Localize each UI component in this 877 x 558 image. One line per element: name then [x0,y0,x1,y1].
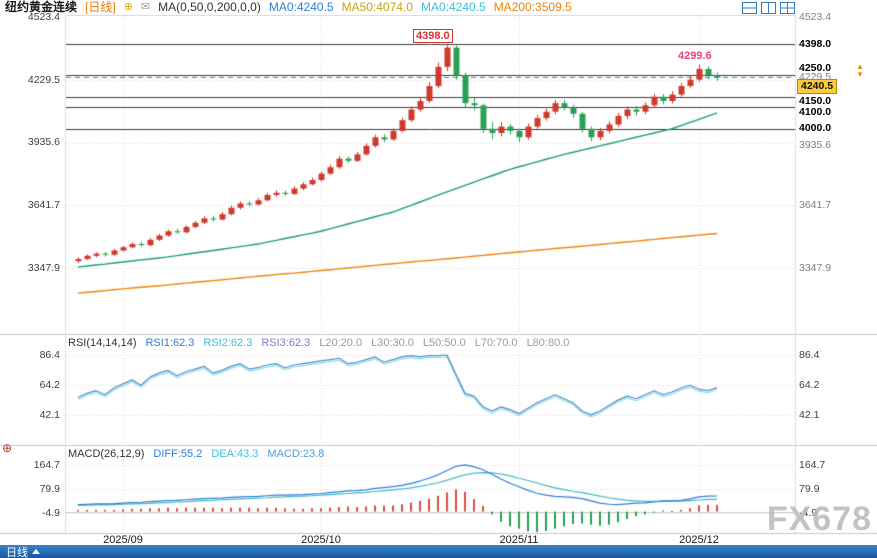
date-tick: 2025/10 [301,534,341,546]
single-pane-icon[interactable] [742,2,757,14]
price-axis-left-label: 3347.9 [27,262,60,274]
macd-axis-right-label: -4.9 [799,507,818,519]
scroll-up-icon[interactable]: ▲ [856,62,864,71]
macd-axis-left-label: 164.7 [33,459,60,471]
peak-price-annotation: 4398.0 [413,29,453,43]
macd-axis-right-label: 79.9 [799,483,820,495]
date-tick: 2025/11 [499,534,539,546]
ma200-value: MA200:3509.5 [493,0,572,14]
ma0b-value: MA0:4240.5 [420,0,486,14]
rsi-guide-label: L80:80.0 [526,337,570,349]
macd-axis-left-label: -4.9 [41,507,60,519]
price-axis-right-label: 3347.9 [799,262,832,274]
watermark: FX678 [766,500,872,538]
level-label: 4150.0 [799,95,832,107]
rsi-axis-right-label: 64.2 [799,379,820,391]
level-label: 4250.0 [799,62,832,74]
tab-caret-icon [32,549,40,554]
scroll-down-icon[interactable]: ▼ [856,70,864,79]
period-label[interactable]: [日线] [85,0,116,14]
level-label: 4000.0 [799,122,832,134]
price-axis-right-label: 4523.4 [799,11,832,23]
ma-settings-label[interactable]: MA(0,50,0,200,0,0) [158,0,261,14]
last-price-tag: 4240.5 [797,79,838,94]
ma50-value: MA50:4074.0 [341,0,413,14]
level-label: 4100.0 [799,106,832,118]
price-axis-right-label: 3935.6 [799,139,832,151]
rsi2-value: RSI2:62.3 [203,337,253,349]
level-label: 4398.0 [799,38,832,50]
rsi-axis-left-label: 42.1 [39,409,60,421]
ma0-value: MA0:4240.5 [268,0,334,14]
macd-axis-left-label: 79.9 [39,483,60,495]
date-tick: 2025/09 [103,534,143,546]
period-tab[interactable]: 日线 [6,545,40,558]
price-scroll-arrows[interactable]: ▲ ▼ [856,63,864,79]
dea-value: DEA:43.3 [211,448,259,460]
symbol-name: 纽约黄金连续 [5,0,78,14]
recent-high-annotation: 4299.6 [678,50,712,62]
period-tab-label: 日线 [6,546,28,558]
grid-pane-icon[interactable] [780,2,795,14]
chart-header: 纽约黄金连续 [日线] ⊕ ✉ MA(0,50,0,200,0,0) MA0:4… [5,1,572,14]
message-icon[interactable]: ✉ [140,1,151,13]
price-axis-right-label: 3641.7 [799,199,832,211]
rsi1-value: RSI1:62.3 [145,337,195,349]
rsi-axis-right-label: 86.4 [799,349,820,361]
rsi-axis-left-label: 86.4 [39,349,60,361]
price-axis-left-label: 4523.4 [27,11,60,23]
macd-title[interactable]: MACD(26,12,9) [68,448,145,460]
price-axis-left-label: 3935.6 [27,136,60,148]
add-indicator-icon[interactable]: ⊕ [123,1,133,13]
rsi-axis-left-label: 64.2 [39,379,60,391]
diff-value: DIFF:55.2 [153,448,203,460]
layout-toggle-group [742,2,795,14]
rsi-axis-right-label: 42.1 [799,409,820,421]
rsi-guide-label: L30:30.0 [371,337,414,349]
rsi-header: RSI(14,14,14) RSI1:62.3 RSI2:62.3 RSI3:6… [68,337,569,349]
bottom-bar: 日线 [0,545,877,558]
rsi-guide-label: L70:70.0 [474,337,518,349]
macd-value: MACD:23.8 [267,448,325,460]
rsi3-value: RSI3:62.3 [261,337,311,349]
macd-header: MACD(26,12,9) DIFF:55.2 DEA:43.3 MACD:23… [68,448,324,460]
price-axis-left-label: 4229.5 [27,74,60,86]
price-axis-left-label: 3641.7 [27,199,60,211]
split-pane-icon[interactable] [761,2,776,14]
rsi-guide-label: L20:20.0 [319,337,363,349]
crosshair-tool-icon[interactable]: ⊕ [2,441,13,455]
rsi-guide-label: L50:50.0 [422,337,466,349]
rsi-title[interactable]: RSI(14,14,14) [68,337,137,349]
date-tick: 2025/12 [679,534,719,546]
macd-axis-right-label: 164.7 [799,459,826,471]
